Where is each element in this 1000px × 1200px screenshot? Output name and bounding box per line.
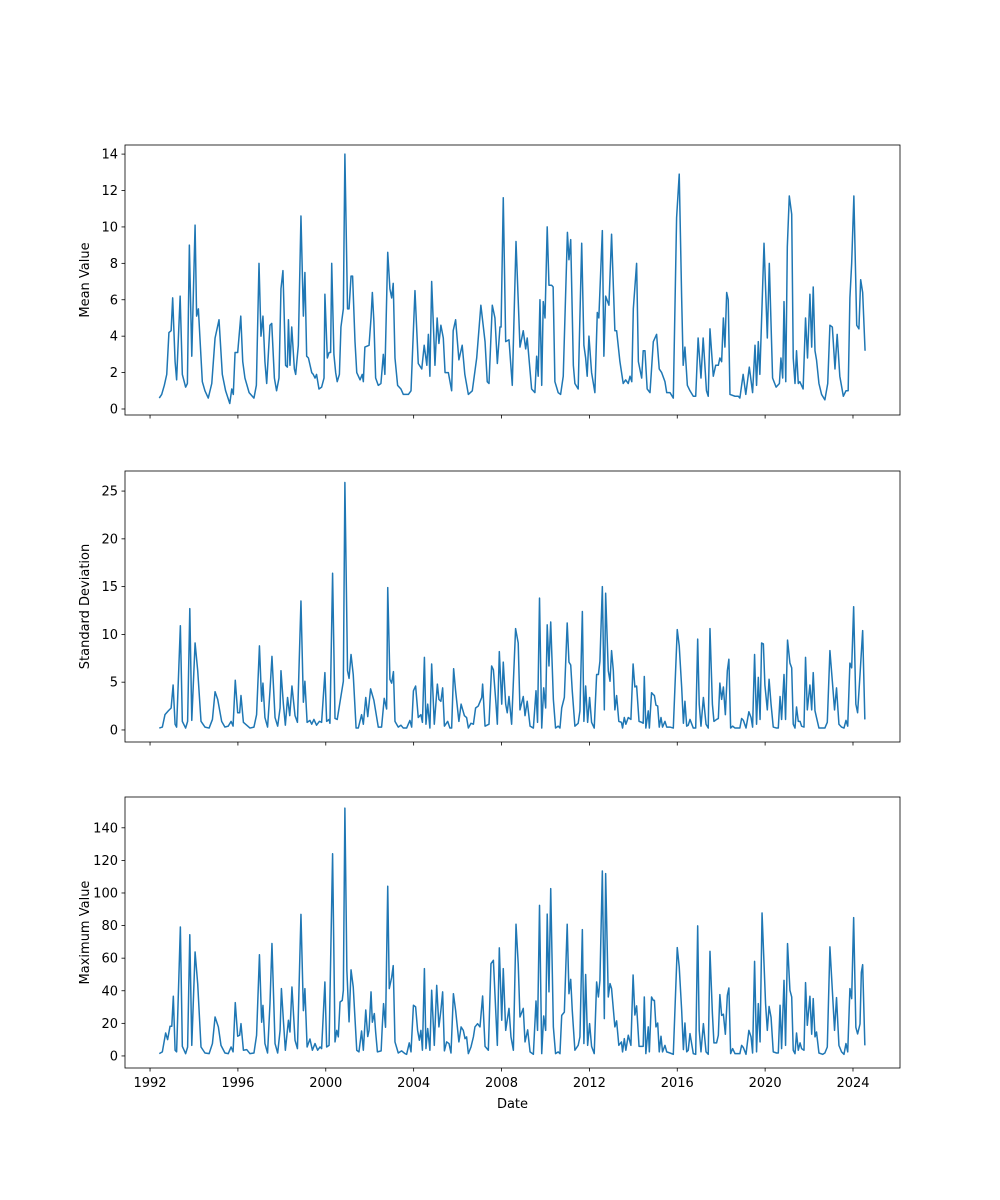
subplot-std: 0 5 10 15 20 25 Standard Deviation [78,470,901,746]
y-tick-label: 120 [93,854,118,869]
subplot-mean: 0 2 4 6 8 10 12 14 Mean Value [78,144,901,419]
y-tick-label: 2 [110,366,118,381]
std-series-line [159,481,866,729]
y-tick-label: 25 [101,485,118,500]
axes-frame [124,796,901,1069]
y-tick-label: 140 [93,821,118,836]
y-tick-label: 8 [110,257,118,272]
max-series-line [158,807,866,1056]
axes-frame [124,470,901,743]
x-tick-label: 2004 [397,1076,430,1091]
y-tick-label: 5 [110,676,118,691]
y-tick-label: 80 [101,919,118,934]
y-axis-label: Maximum Value [78,881,93,985]
y-tick-label: 12 [101,184,118,199]
x-tick-label: 2016 [661,1076,694,1091]
x-tick-label: 2024 [836,1076,869,1091]
y-axis-label: Mean Value [78,242,93,317]
y-tick-label: 40 [101,984,118,999]
y-tick-label: 0 [110,402,118,417]
y-tick-label: 60 [101,952,118,967]
y-tick-label: 10 [101,628,118,643]
x-tick-label: 2012 [573,1076,606,1091]
axes-frame [124,144,901,416]
y-tick-label: 10 [101,220,118,235]
y-tick-label: 6 [110,293,118,308]
y-tick-label: 20 [101,532,118,547]
y-tick-label: 0 [110,1049,118,1064]
x-tick-label: 2020 [749,1076,782,1091]
y-tick-label: 15 [101,580,118,595]
x-tick-label: 1992 [133,1076,166,1091]
y-tick-label: 14 [101,148,118,163]
x-tick-label: 2000 [309,1076,342,1091]
y-tick-label: 4 [110,330,118,345]
x-tick-label: 1996 [221,1076,254,1091]
y-tick-label: 20 [101,1017,118,1032]
x-axis-label: Date [497,1097,528,1112]
x-tick-label: 2008 [485,1076,518,1091]
mean-series-line [158,153,866,405]
y-axis-label: Standard Deviation [78,544,93,669]
subplot-max: 0 20 40 60 80 100 120 140 1992 1996 2000 2004 2008 20… [78,796,901,1112]
y-tick-label: 100 [93,886,118,901]
y-tick-label: 0 [110,723,118,738]
